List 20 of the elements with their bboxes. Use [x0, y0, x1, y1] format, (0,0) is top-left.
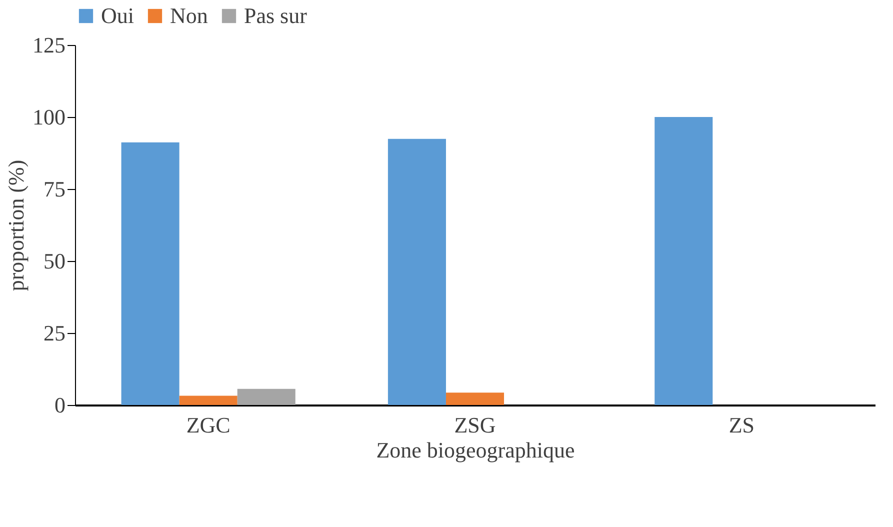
- y-axis-title: proportion (%): [4, 160, 28, 292]
- bar: [654, 117, 713, 405]
- legend-label: Pas sur: [244, 3, 308, 28]
- bar: [179, 396, 238, 405]
- bar: [388, 138, 446, 405]
- y-tick-label: 50: [44, 248, 66, 274]
- y-tick-label: 125: [32, 32, 66, 58]
- legend-label: Oui: [101, 3, 134, 28]
- x-tick-label: ZGC: [186, 412, 230, 438]
- bar: [121, 142, 180, 405]
- y-tick-label: 100: [32, 104, 66, 130]
- bar: [237, 388, 296, 405]
- legend-label: Non: [170, 3, 208, 28]
- x-axis-title: Zone biogeographique: [376, 438, 575, 462]
- bar: [446, 392, 504, 405]
- x-tick-label: ZSG: [454, 412, 496, 438]
- y-tick-label: 0: [54, 392, 66, 418]
- y-tick-label: 25: [44, 320, 66, 346]
- y-tick-label: 75: [44, 176, 66, 202]
- x-tick-label: ZS: [728, 412, 755, 438]
